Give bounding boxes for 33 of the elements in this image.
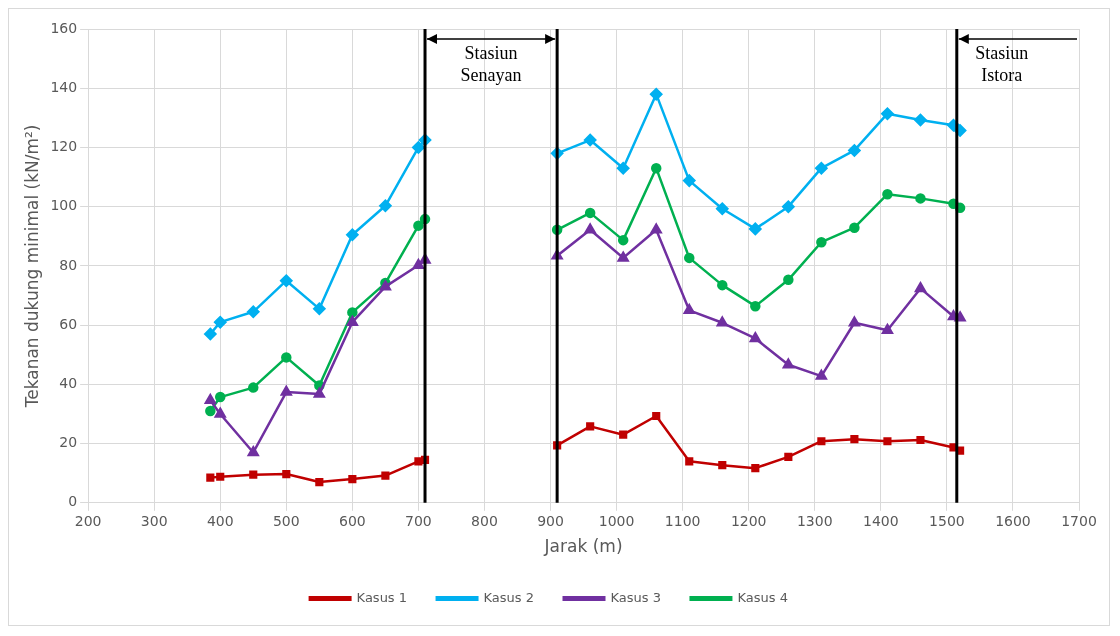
y-tick-label: 0 xyxy=(68,493,78,510)
legend-label: Kasus 4 xyxy=(737,589,788,605)
y-tick-label: 60 xyxy=(59,315,78,332)
x-tick-label: 600 xyxy=(338,512,366,529)
legend-label: Kasus 1 xyxy=(356,589,408,605)
y-tick-label: 140 xyxy=(50,78,78,95)
x-tick-label: 1400 xyxy=(863,512,899,529)
x-tick-label: 1300 xyxy=(796,512,833,529)
y-tick-label: 80 xyxy=(59,256,78,273)
x-tick-label: 1000 xyxy=(598,512,635,529)
x-tick-label: 200 xyxy=(74,512,102,529)
x-tick-label: 700 xyxy=(405,512,432,529)
y-tick-label: 100 xyxy=(50,197,78,214)
y-tick-label: 160 xyxy=(50,19,78,36)
y-tick-label: 40 xyxy=(59,374,78,391)
y-axis-title: Tekanan dukung minimal (kN/m²) xyxy=(21,124,42,409)
x-tick-label: 1200 xyxy=(730,512,767,529)
x-tick-label: 800 xyxy=(471,512,498,529)
x-tick-label: 1500 xyxy=(929,512,965,529)
legend-label: Kasus 3 xyxy=(610,589,661,605)
x-tick-label: 900 xyxy=(537,512,564,529)
y-tick-label: 20 xyxy=(59,434,78,451)
x-tick-label: 1100 xyxy=(664,512,701,529)
ref-line-label: Stasiun Istora xyxy=(975,42,1029,85)
x-tick-label: 300 xyxy=(140,512,168,529)
x-tick-label: 1700 xyxy=(1061,512,1097,529)
x-axis-title: Jarak (m) xyxy=(543,536,623,557)
x-tick-label: 500 xyxy=(272,512,300,529)
y-tick-label: 120 xyxy=(50,138,78,155)
x-tick-label: 400 xyxy=(206,512,234,529)
ref-line-label: Stasiun Senayan xyxy=(460,42,522,85)
legend-label: Kasus 2 xyxy=(483,589,534,605)
x-tick-label: 1600 xyxy=(995,512,1031,529)
